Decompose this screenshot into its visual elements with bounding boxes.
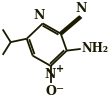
Text: NH₂: NH₂	[82, 42, 109, 55]
Text: O: O	[45, 85, 56, 98]
Text: −: −	[56, 84, 64, 94]
Text: N: N	[44, 68, 55, 81]
Text: N: N	[33, 9, 44, 22]
Text: N: N	[75, 1, 86, 15]
Text: +: +	[56, 64, 64, 74]
